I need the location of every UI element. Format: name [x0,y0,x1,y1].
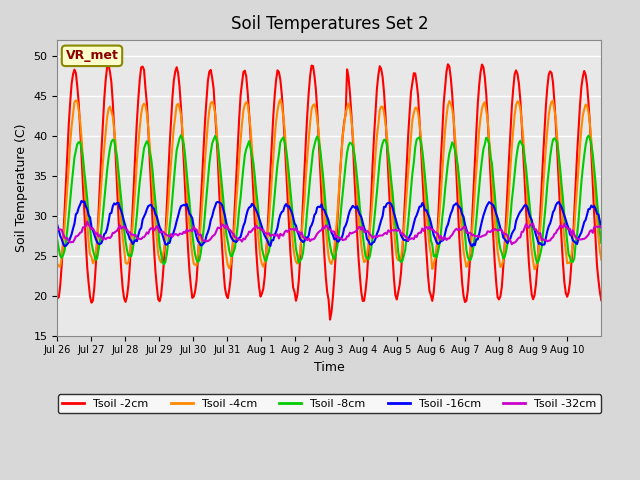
Tsoil -8cm [597,240,605,246]
Tsoil -8cm [72,148,80,154]
Tsoil -16cm [54,223,61,228]
Tsoil -8cm [596,229,604,235]
Tsoil -8cm [525,194,532,200]
Tsoil -4cm [597,257,605,263]
Tsoil -32cm [508,241,516,247]
Tsoil -4cm [596,248,604,253]
Tsoil -4cm [531,266,538,272]
Tsoil -4cm [72,97,80,103]
Line: Tsoil -32cm: Tsoil -32cm [58,222,601,244]
Tsoil -2cm [54,296,61,301]
Tsoil -32cm [83,219,91,225]
Tsoil -4cm [524,196,531,202]
Tsoil -16cm [525,210,532,216]
Tsoil -32cm [443,237,451,243]
Tsoil -4cm [443,114,451,120]
Tsoil -8cm [336,220,344,226]
Text: VR_met: VR_met [65,49,118,62]
Line: Tsoil -2cm: Tsoil -2cm [58,64,601,320]
Tsoil -8cm [89,247,97,253]
Tsoil -32cm [54,227,61,233]
Tsoil -4cm [89,261,97,266]
Tsoil -16cm [596,218,604,224]
Tsoil -2cm [335,199,342,205]
Tsoil -2cm [597,298,605,303]
Tsoil -8cm [54,238,61,243]
Tsoil -4cm [276,96,284,102]
Tsoil -2cm [596,289,604,295]
Tsoil -2cm [443,69,451,74]
Tsoil -16cm [77,198,85,204]
Tsoil -8cm [160,261,168,267]
Tsoil -16cm [72,211,80,217]
Tsoil -4cm [335,193,342,199]
Y-axis label: Soil Temperature (C): Soil Temperature (C) [15,124,28,252]
Tsoil -16cm [443,225,451,230]
Tsoil -2cm [326,317,334,323]
Tsoil -16cm [335,239,342,244]
Tsoil -32cm [90,228,98,234]
Tsoil -32cm [72,234,80,240]
Line: Tsoil -4cm: Tsoil -4cm [58,99,601,269]
Tsoil -8cm [444,160,452,166]
Tsoil -2cm [525,259,532,265]
Tsoil -32cm [335,235,342,240]
Tsoil -16cm [90,232,98,238]
Tsoil -2cm [72,70,80,76]
Tsoil -2cm [89,298,97,303]
Title: Soil Temperatures Set 2: Soil Temperatures Set 2 [230,15,428,33]
Line: Tsoil -16cm: Tsoil -16cm [58,201,601,246]
Tsoil -32cm [596,223,604,228]
Tsoil -32cm [597,225,605,231]
Tsoil -16cm [597,223,605,229]
Tsoil -32cm [525,225,532,231]
Line: Tsoil -8cm: Tsoil -8cm [58,135,601,264]
Tsoil -4cm [54,261,61,267]
Tsoil -8cm [177,132,185,138]
Tsoil -16cm [468,243,476,249]
Tsoil -2cm [444,61,452,67]
X-axis label: Time: Time [314,361,345,374]
Legend: Tsoil -2cm, Tsoil -4cm, Tsoil -8cm, Tsoil -16cm, Tsoil -32cm: Tsoil -2cm, Tsoil -4cm, Tsoil -8cm, Tsoi… [58,395,601,413]
